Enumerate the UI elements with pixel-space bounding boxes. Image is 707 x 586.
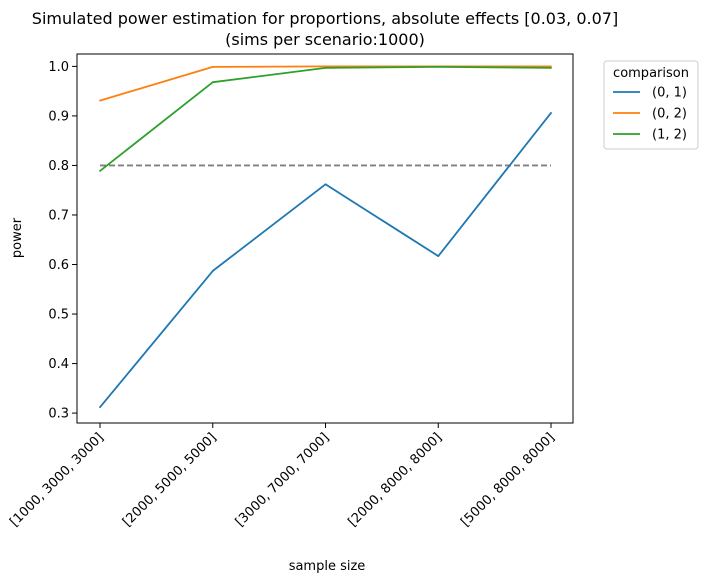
y-tick-label: 0.3 [48,407,69,422]
data-point [324,65,327,68]
data-point [211,81,214,84]
y-tick-label: 0.8 [48,159,69,174]
x-axis-label: sample size [289,559,366,574]
x-tick-label: [2000, 8000, 8000] [345,430,445,530]
legend-title: comparison [613,66,689,81]
y-tick-label: 0.6 [48,258,69,273]
x-tick-label: [3000, 7000, 7000] [233,430,333,530]
x-tick-label: [1000, 3000, 3000] [7,430,107,530]
legend: comparison (0, 1) (0, 2) (1, 2) [603,60,699,150]
data-point [550,66,552,69]
data-point [99,99,101,102]
series-line-0 [99,112,552,408]
chart-subtitle: (sims per scenario:1000) [225,30,425,49]
y-tick-label: 0.7 [48,208,69,223]
y-tick-label: 0.5 [48,308,69,323]
x-axis: [1000, 3000, 3000] [2000, 5000, 5000] [300… [7,423,558,530]
data-point [324,66,327,69]
y-tick-label: 0.4 [48,357,69,372]
legend-items: (0, 1) (0, 2) (1, 2) [613,86,687,143]
x-tick-label: [2000, 5000, 5000] [120,430,220,530]
y-axis-label: power [10,217,25,258]
chart-title: Simulated power estimation for proportio… [32,9,618,28]
data-point [550,112,552,114]
y-tick-label: 0.9 [48,109,69,124]
data-point [99,169,101,172]
data-point [211,270,214,272]
legend-label: (0, 1) [652,86,687,101]
series-line-1 [99,65,551,102]
series-line-2 [99,66,552,172]
y-axis: 0.3 0.4 0.5 0.6 0.7 0.8 0.9 1.0 [48,60,77,422]
data-point [324,183,327,186]
data-point [550,65,552,68]
series-layer [99,65,552,409]
data-point [211,65,214,68]
legend-frame [603,60,699,150]
legend-label: (1, 2) [652,128,687,143]
y-tick-label: 1.0 [48,60,69,75]
data-point [437,65,440,68]
x-tick-label: [5000, 8000, 8000] [458,430,558,530]
plot-frame [76,53,574,424]
data-point [437,255,440,257]
data-point [99,406,101,409]
legend-label: (0, 2) [652,107,687,122]
